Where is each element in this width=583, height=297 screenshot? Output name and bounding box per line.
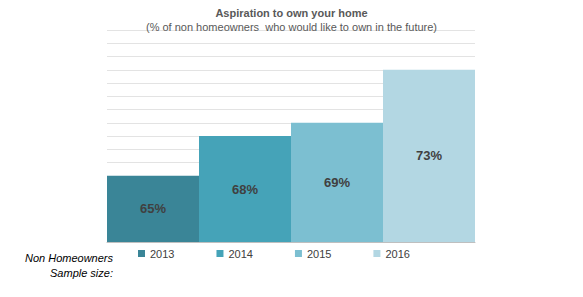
svg-text:2014: 2014 [228, 248, 252, 260]
svg-text:Non Homeowners: Non Homeowners [25, 252, 114, 264]
svg-text:2013: 2013 [150, 248, 174, 260]
svg-text:(% of non homeowners who woul: (% of non homeowners who would like to o… [146, 21, 437, 33]
svg-text:Aspiration to own your home: Aspiration to own your home [215, 7, 367, 19]
svg-text:68%: 68% [232, 182, 258, 197]
svg-text:Sample size:: Sample size: [50, 267, 113, 279]
svg-text:65%: 65% [140, 201, 166, 216]
svg-text:69%: 69% [324, 175, 350, 190]
svg-text:2016: 2016 [385, 248, 409, 260]
svg-text:2015: 2015 [307, 248, 331, 260]
svg-text:73%: 73% [416, 148, 442, 163]
